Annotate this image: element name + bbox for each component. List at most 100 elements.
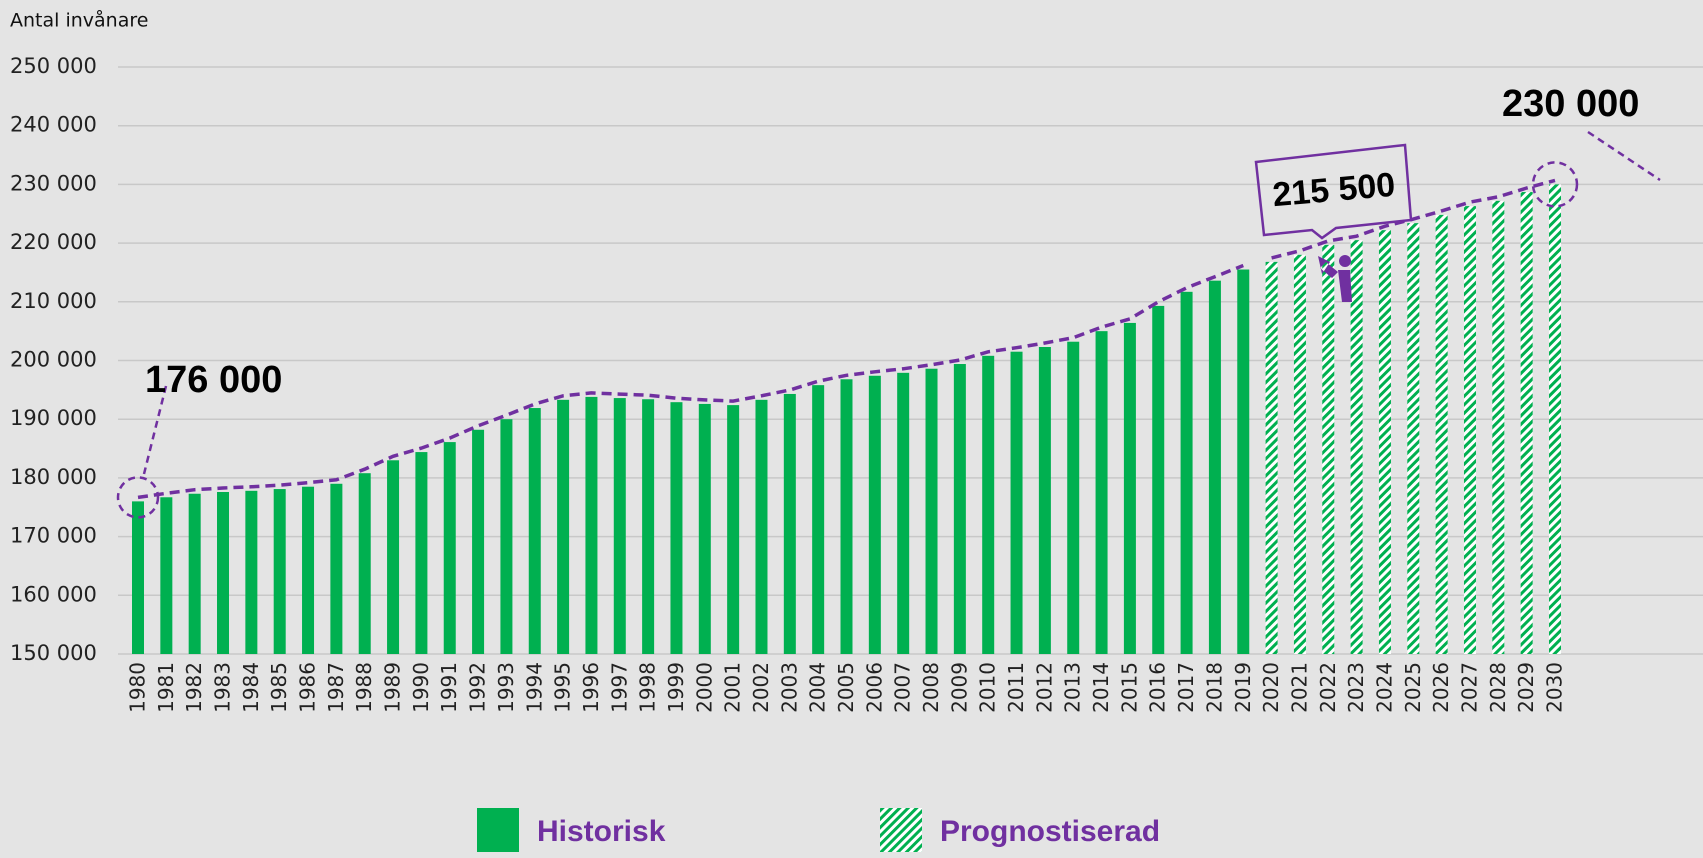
y-axis-label: Antal invånare <box>10 9 148 32</box>
x-tick-label: 1998 <box>636 662 660 713</box>
bar <box>642 399 655 654</box>
bar <box>330 483 343 654</box>
x-tick-label: 1996 <box>579 662 603 713</box>
y-tick-label: 150 000 <box>10 641 97 665</box>
x-tick-label: 2028 <box>1486 662 1510 713</box>
bar <box>1407 223 1420 654</box>
bar <box>1492 200 1505 654</box>
annotation-circle <box>1531 161 1579 208</box>
x-tick-label: 2009 <box>947 662 971 713</box>
y-tick-label: 210 000 <box>10 289 97 313</box>
bar <box>670 402 683 654</box>
x-tick-label: 2024 <box>1372 662 1396 713</box>
y-tick-label: 240 000 <box>10 113 97 137</box>
x-tick-label: 1992 <box>466 662 490 713</box>
x-tick-label: 1994 <box>522 662 546 713</box>
bar <box>1180 291 1193 654</box>
bar <box>840 379 853 654</box>
x-tick-label: 2021 <box>1287 662 1311 713</box>
x-tick-label: 2013 <box>1061 662 1085 713</box>
x-tick-label: 2026 <box>1429 662 1453 713</box>
x-tick-label: 1981 <box>154 662 178 713</box>
x-tick-label: 2020 <box>1259 662 1283 713</box>
bar <box>358 473 371 654</box>
bar <box>273 489 286 654</box>
x-tick-label: 2010 <box>976 662 1000 713</box>
x-tick-label: 2022 <box>1316 662 1340 713</box>
bar <box>500 419 513 654</box>
bar <box>132 501 144 654</box>
bar <box>698 403 711 654</box>
legend-label: Historisk <box>537 815 666 848</box>
x-tick-label: 2027 <box>1457 662 1481 713</box>
y-tick-label: 250 000 <box>10 54 97 78</box>
bar <box>1378 230 1391 654</box>
bar <box>160 497 173 654</box>
x-tick-label: 1986 <box>296 662 320 713</box>
bar <box>1322 244 1335 654</box>
x-tick-label: 1983 <box>211 662 235 713</box>
x-tick-label: 2030 <box>1543 662 1567 713</box>
bar <box>812 385 825 654</box>
y-tick-label: 190 000 <box>10 406 97 430</box>
bar <box>472 429 485 654</box>
bar <box>387 460 400 654</box>
annotation-leader <box>142 385 168 475</box>
x-tick-label: 2001 <box>721 662 745 713</box>
x-tick-label: 2005 <box>834 662 858 713</box>
bar <box>783 393 796 654</box>
annotation: 176 000 <box>145 359 282 401</box>
trend-line <box>137 263 1244 500</box>
bar <box>1208 280 1221 654</box>
x-tick-label: 2000 <box>692 662 716 713</box>
x-tick-label: 1999 <box>664 662 688 713</box>
x-tick-label: 2016 <box>1146 662 1170 713</box>
bar <box>613 398 626 654</box>
trend-line <box>1271 178 1556 260</box>
x-tick-label: 2014 <box>1089 662 1113 713</box>
bar <box>585 396 598 654</box>
x-tick-label: 2023 <box>1344 662 1368 713</box>
y-tick-label: 200 000 <box>10 348 97 372</box>
bar <box>982 355 995 654</box>
bar <box>1350 240 1363 655</box>
bar <box>1520 192 1533 654</box>
bar <box>1549 184 1561 654</box>
bar <box>1463 206 1476 654</box>
bar <box>302 486 315 654</box>
bar <box>1123 322 1136 654</box>
y-tick-label: 160 000 <box>10 582 97 606</box>
bar <box>1010 351 1023 654</box>
x-tick-label: 2025 <box>1401 662 1425 713</box>
x-tick-label: 2002 <box>749 662 773 713</box>
bar <box>1237 269 1250 654</box>
callout-box <box>1254 143 1413 240</box>
x-tick-label: 2008 <box>919 662 943 713</box>
icon <box>1339 255 1351 267</box>
legend-label: Prognostiserad <box>940 815 1160 848</box>
x-tick-label: 1984 <box>239 662 263 713</box>
y-tick-label: 230 000 <box>10 171 97 195</box>
x-tick-label: 1997 <box>607 662 631 713</box>
x-tick-label: 1991 <box>437 662 461 713</box>
y-tick-label: 180 000 <box>10 465 97 489</box>
bar <box>1293 254 1306 654</box>
legend-swatch <box>880 808 922 852</box>
x-tick-label: 2011 <box>1004 662 1028 713</box>
bar <box>1038 346 1051 654</box>
bar <box>1152 305 1165 654</box>
x-tick-label: 1980 <box>126 662 150 713</box>
y-tick-label: 170 000 <box>10 524 97 548</box>
icon <box>1318 256 1352 302</box>
x-tick-label: 1993 <box>494 662 518 713</box>
bar <box>415 452 428 654</box>
bar <box>953 364 966 654</box>
bar <box>755 399 768 654</box>
annotation: 230 000 <box>1502 83 1639 125</box>
x-tick-label: 1989 <box>381 662 405 713</box>
x-tick-label: 2007 <box>891 662 915 713</box>
x-tick-label: 2018 <box>1202 662 1226 713</box>
x-tick-label: 1985 <box>267 662 291 713</box>
legend-swatch <box>477 808 519 852</box>
